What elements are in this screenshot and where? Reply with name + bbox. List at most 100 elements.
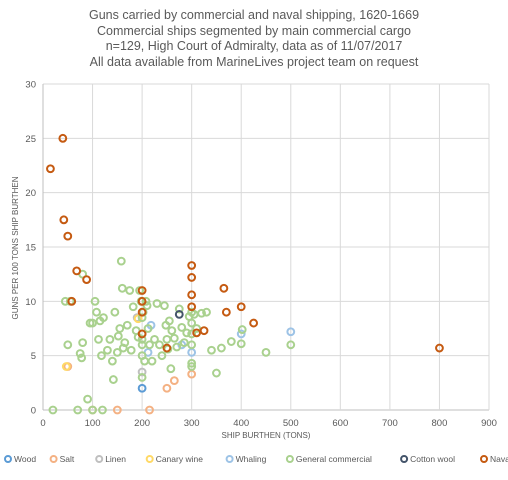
data-point-general-commercial [83, 394, 92, 404]
data-point-general-commercial [88, 405, 97, 415]
data-point-general-commercial [143, 324, 153, 333]
data-point-canary-wine [61, 362, 71, 371]
data-point-naval [137, 329, 147, 339]
data-point-naval [58, 133, 68, 143]
data-point-whaling [236, 329, 246, 339]
data-point-general-commercial [174, 304, 184, 314]
legend-marker-whaling [225, 455, 234, 463]
data-point-general-commercial [118, 343, 128, 353]
data-point-general-commercial [92, 307, 101, 317]
chart-subtitle-2: n=129, High Court of Admiralty, data as … [105, 39, 403, 53]
legend-marker-salt [49, 455, 58, 463]
legend-label-naval: Naval [490, 454, 508, 464]
data-point-wood [137, 383, 147, 393]
data-point-general-commercial [286, 340, 296, 350]
data-point-naval [219, 283, 229, 293]
legend-label-cotton-wool: Cotton wool [410, 454, 455, 464]
data-point-general-commercial [187, 318, 197, 328]
legend-label-linen: Linen [105, 454, 126, 464]
data-point-general-commercial [103, 345, 112, 355]
data-point-linen [137, 367, 147, 377]
data-point-general-commercial [113, 331, 123, 341]
data-point-naval [221, 307, 231, 317]
legend: Wood Salt Linen Canary wine Whaling General c… [4, 454, 508, 464]
data-point-naval [249, 318, 259, 328]
x-tick-label: 400 [233, 418, 249, 429]
data-point-general-commercial [217, 343, 226, 353]
legend-marker-naval [480, 455, 488, 463]
x-tick-label: 600 [332, 418, 348, 429]
data-point-general-commercial [202, 307, 211, 317]
data-point-naval [162, 343, 172, 353]
data-point-general-commercial [99, 313, 108, 323]
legend-marker-cotton-wool [400, 455, 409, 463]
data-point-naval [199, 326, 209, 336]
data-point-general-commercial [137, 313, 147, 323]
data-point-general-commercial [187, 362, 197, 371]
y-tick-label: 25 [25, 134, 36, 145]
data-point-general-commercial [126, 345, 136, 355]
data-point-general-commercial [162, 334, 172, 344]
data-point-general-commercial [157, 351, 167, 361]
y-tick-label: 30 [25, 80, 36, 91]
data-point-general-commercial [226, 337, 236, 346]
data-point-general-commercial [166, 364, 176, 374]
data-point-general-commercial [169, 333, 179, 343]
data-point-general-commercial [125, 286, 135, 295]
data-point-general-commercial [117, 283, 127, 293]
data-point-naval [435, 343, 444, 353]
data-points [46, 133, 444, 415]
data-point-naval [187, 273, 197, 282]
series-cotton-wool [174, 309, 184, 319]
data-point-general-commercial [145, 340, 154, 350]
data-point-naval [82, 275, 92, 285]
chart-title: Guns carried by commercial and naval shi… [88, 8, 420, 22]
data-point-general-commercial [78, 338, 88, 348]
data-point-cotton-wool [174, 309, 184, 319]
data-point-general-commercial [90, 296, 100, 306]
y-axis-label: GUNS PER 100 TONS SHIP BURTHEN [11, 176, 20, 319]
data-point-naval [63, 231, 73, 241]
data-point-naval [137, 296, 147, 306]
data-point-naval [137, 286, 147, 295]
data-point-salt [162, 383, 172, 393]
data-point-general-commercial [207, 345, 216, 355]
data-point-general-commercial [155, 340, 164, 350]
y-tick-label: 10 [25, 297, 36, 308]
data-point-general-commercial [105, 334, 115, 344]
series-salt [63, 362, 197, 415]
data-point-general-commercial [197, 308, 206, 318]
legend-item-salt: Salt [49, 454, 75, 464]
data-point-general-commercial [236, 339, 246, 349]
y-tick-label: 0 [31, 406, 36, 417]
data-point-general-commercial [107, 356, 117, 366]
data-point-general-commercial [128, 302, 138, 312]
data-point-general-commercial [212, 368, 221, 378]
data-point-general-commercial [261, 348, 271, 357]
legend-marker-wood [4, 455, 12, 463]
y-tick-label: 20 [25, 188, 36, 199]
y-tick-label: 15 [25, 243, 36, 254]
data-point-naval [72, 266, 82, 276]
data-point-general-commercial [179, 338, 189, 348]
data-point-general-commercial [137, 373, 147, 382]
legend-item-canary-wine: Canary wine [145, 454, 203, 464]
data-point-general-commercial [112, 348, 122, 357]
data-point-canary-wine [133, 314, 143, 324]
legend-item-linen: Linen [95, 454, 126, 464]
legend-item-cotton-wool: Cotton wool [400, 454, 455, 464]
data-point-general-commercial [177, 323, 187, 332]
data-point-general-commercial [73, 405, 83, 415]
data-point-general-commercial [63, 340, 73, 350]
data-point-general-commercial [48, 405, 58, 415]
legend-item-naval: Naval [480, 454, 508, 464]
x-axis-label: SHIP BURTHEN (TONS) [222, 431, 311, 440]
data-point-general-commercial [192, 324, 202, 333]
data-point-naval [59, 215, 69, 225]
data-point-general-commercial [108, 375, 118, 384]
data-point-general-commercial [167, 326, 177, 336]
legend-label-whaling: Whaling [236, 454, 267, 464]
data-point-salt [169, 376, 179, 386]
legend-label-wood: Wood [14, 454, 36, 464]
